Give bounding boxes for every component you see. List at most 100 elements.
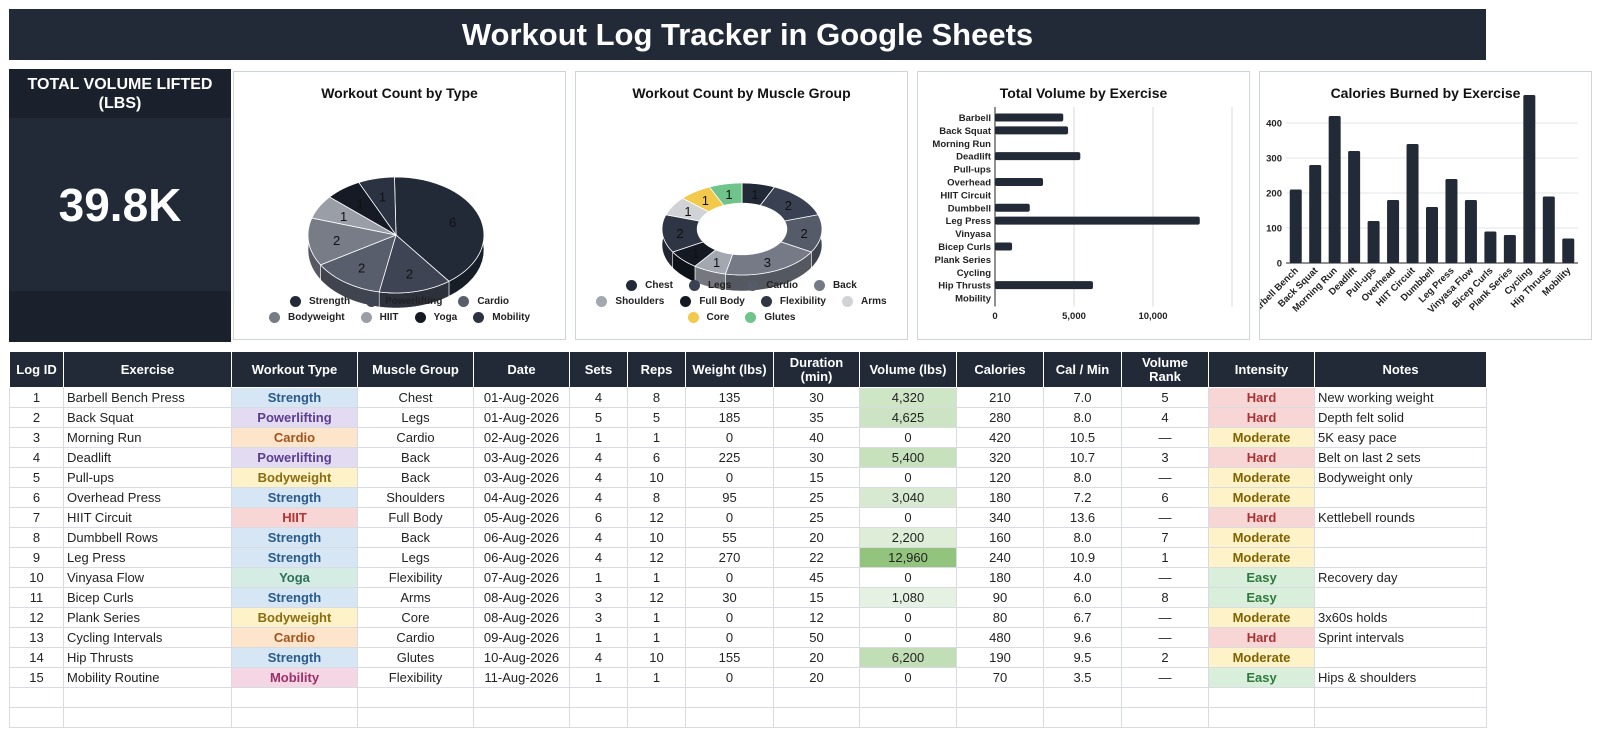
table-cell[interactable] — [569, 687, 628, 708]
chart-calories[interactable]: Calories Burned by Exercise 0 100 200 300 40… — [1259, 71, 1592, 340]
table-cell[interactable]: 8.0 — [1043, 527, 1122, 548]
table-cell[interactable]: 7 — [9, 507, 64, 528]
table-cell[interactable]: 1 — [569, 627, 628, 648]
table-cell[interactable]: Moderate — [1208, 647, 1315, 668]
table-cell[interactable] — [357, 687, 474, 708]
table-cell[interactable]: 30 — [773, 387, 860, 408]
bar[interactable] — [1523, 95, 1536, 263]
table-cell[interactable]: 3 — [569, 587, 628, 608]
table-cell[interactable]: 15 — [773, 467, 860, 488]
pie-slice[interactable] — [307, 217, 398, 266]
table-cell[interactable]: Cardio — [357, 427, 474, 448]
table-cell[interactable]: 3.5 — [1043, 667, 1122, 688]
pie-slice[interactable] — [328, 181, 397, 236]
table-cell[interactable]: 0 — [859, 607, 957, 628]
table-cell[interactable]: Back — [357, 527, 474, 548]
column-header[interactable]: Workout Type — [231, 351, 358, 388]
table-cell[interactable]: 2,200 — [859, 527, 957, 548]
table-cell[interactable]: 0 — [859, 427, 957, 448]
table-cell[interactable]: 08-Aug-2026 — [473, 587, 570, 608]
table-cell[interactable]: 45 — [773, 567, 860, 588]
empty-row[interactable] — [9, 687, 1487, 708]
table-cell[interactable] — [473, 687, 570, 708]
table-cell[interactable]: 11 — [9, 587, 64, 608]
table-cell[interactable]: Strength — [231, 387, 358, 408]
table-cell[interactable]: Easy — [1208, 567, 1315, 588]
table-cell[interactable]: 25 — [773, 507, 860, 528]
table-cell[interactable]: Back Squat — [63, 407, 232, 428]
table-cell[interactable]: Overhead Press — [63, 487, 232, 508]
table-cell[interactable]: 4 — [569, 467, 628, 488]
column-header[interactable]: Reps — [627, 351, 686, 388]
table-cell[interactable] — [1121, 707, 1209, 728]
table-cell[interactable]: Cardio — [231, 627, 358, 648]
table-cell[interactable]: 4 — [569, 547, 628, 568]
table-cell[interactable]: 03-Aug-2026 — [473, 467, 570, 488]
table-cell[interactable]: 13 — [9, 627, 64, 648]
table-cell[interactable] — [473, 707, 570, 728]
table-cell[interactable] — [859, 687, 957, 708]
table-cell[interactable]: 20 — [773, 667, 860, 688]
table-cell[interactable]: 0 — [685, 467, 774, 488]
table-cell[interactable]: Moderate — [1208, 547, 1315, 568]
table-row[interactable]: 5 Pull-ups Bodyweight Back 03-Aug-2026 4 10 0 15… — [9, 467, 1487, 488]
table-cell[interactable]: 480 — [956, 627, 1044, 648]
table-cell[interactable]: 4 — [569, 387, 628, 408]
table-cell[interactable]: 0 — [685, 627, 774, 648]
table-cell[interactable]: Mobility — [231, 667, 358, 688]
table-cell[interactable] — [773, 687, 860, 708]
table-cell[interactable]: 06-Aug-2026 — [473, 547, 570, 568]
table-cell[interactable]: 120 — [956, 467, 1044, 488]
empty-row[interactable] — [9, 707, 1487, 728]
column-header[interactable]: Log ID — [9, 351, 64, 388]
table-cell[interactable]: Chest — [357, 387, 474, 408]
table-cell[interactable]: 5 — [1121, 387, 1209, 408]
table-cell[interactable] — [63, 687, 232, 708]
table-cell[interactable]: 12 — [773, 607, 860, 628]
table-cell[interactable]: Strength — [231, 547, 358, 568]
table-cell[interactable]: 180 — [956, 567, 1044, 588]
column-header[interactable]: Volume (lbs) — [859, 351, 957, 388]
table-cell[interactable]: 9.6 — [1043, 627, 1122, 648]
column-header[interactable]: Date — [473, 351, 570, 388]
table-cell[interactable] — [956, 707, 1044, 728]
pie-slice[interactable] — [394, 176, 485, 282]
table-cell[interactable]: 4 — [569, 647, 628, 668]
table-cell[interactable]: 80 — [956, 607, 1044, 628]
table-cell[interactable]: 1 — [1121, 547, 1209, 568]
table-cell[interactable]: 240 — [956, 547, 1044, 568]
table-cell[interactable] — [1314, 547, 1487, 568]
bar[interactable] — [995, 126, 1069, 135]
table-row[interactable]: 3 Morning Run Cardio Cardio 02-Aug-2026 1 1 0 40… — [9, 427, 1487, 448]
table-cell[interactable]: 5 — [569, 407, 628, 428]
table-cell[interactable]: Moderate — [1208, 527, 1315, 548]
table-cell[interactable]: 05-Aug-2026 — [473, 507, 570, 528]
table-cell[interactable]: Yoga — [231, 567, 358, 588]
table-cell[interactable]: Flexibility — [357, 667, 474, 688]
table-row[interactable]: 9 Leg Press Strength Legs 06-Aug-2026 4 12 270 2… — [9, 547, 1487, 568]
bar[interactable] — [1387, 200, 1400, 263]
table-cell[interactable]: 1 — [9, 387, 64, 408]
table-cell[interactable]: 3 — [1121, 447, 1209, 468]
table-row[interactable]: 8 Dumbbell Rows Strength Back 06-Aug-2026 4 10… — [9, 527, 1487, 548]
table-cell[interactable]: 9.5 — [1043, 647, 1122, 668]
table-cell[interactable]: 01-Aug-2026 — [473, 407, 570, 428]
table-cell[interactable] — [627, 707, 686, 728]
table-cell[interactable]: Vinyasa Flow — [63, 567, 232, 588]
column-header[interactable]: Calories — [956, 351, 1044, 388]
table-cell[interactable]: 1 — [627, 567, 686, 588]
table-cell[interactable]: 7.2 — [1043, 487, 1122, 508]
table-cell[interactable]: 12 — [9, 607, 64, 628]
table-cell[interactable]: 1 — [569, 567, 628, 588]
table-cell[interactable]: 0 — [685, 567, 774, 588]
table-cell[interactable]: 10.5 — [1043, 427, 1122, 448]
table-cell[interactable]: 12,960 — [859, 547, 957, 568]
table-cell[interactable]: 12 — [627, 587, 686, 608]
table-cell[interactable]: Back — [357, 447, 474, 468]
table-cell[interactable]: Powerlifting — [231, 447, 358, 468]
table-cell[interactable]: 6 — [627, 447, 686, 468]
table-cell[interactable]: 55 — [685, 527, 774, 548]
table-cell[interactable]: 4 — [9, 447, 64, 468]
table-cell[interactable]: 35 — [773, 407, 860, 428]
table-cell[interactable]: 4 — [569, 487, 628, 508]
